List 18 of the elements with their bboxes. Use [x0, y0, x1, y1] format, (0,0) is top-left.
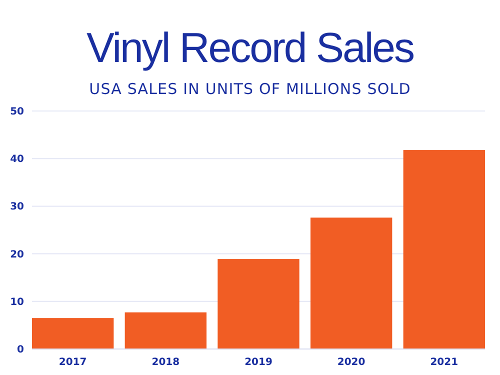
y-tick-label: 0	[17, 344, 24, 356]
chart-title: Vinyl Record Sales	[86, 24, 414, 71]
x-tick-label: 2018	[152, 357, 180, 368]
x-tick-label: 2020	[337, 357, 366, 368]
bar	[403, 150, 485, 349]
bar	[218, 259, 300, 349]
y-tick-label: 50	[10, 106, 24, 118]
x-tick-label: 2021	[430, 357, 458, 368]
y-tick-label: 10	[10, 296, 24, 308]
chart-subtitle: USA SALES IN UNITS OF MILLIONS SOLD	[89, 80, 411, 98]
bar	[124, 312, 207, 349]
y-tick-label: 20	[10, 249, 24, 260]
y-tick-label: 40	[10, 154, 24, 166]
bar	[310, 218, 392, 349]
x-tick-label: 2017	[58, 357, 87, 368]
bar	[32, 318, 114, 349]
y-tick-label: 30	[10, 202, 24, 213]
x-tick-label: 2019	[244, 357, 272, 368]
